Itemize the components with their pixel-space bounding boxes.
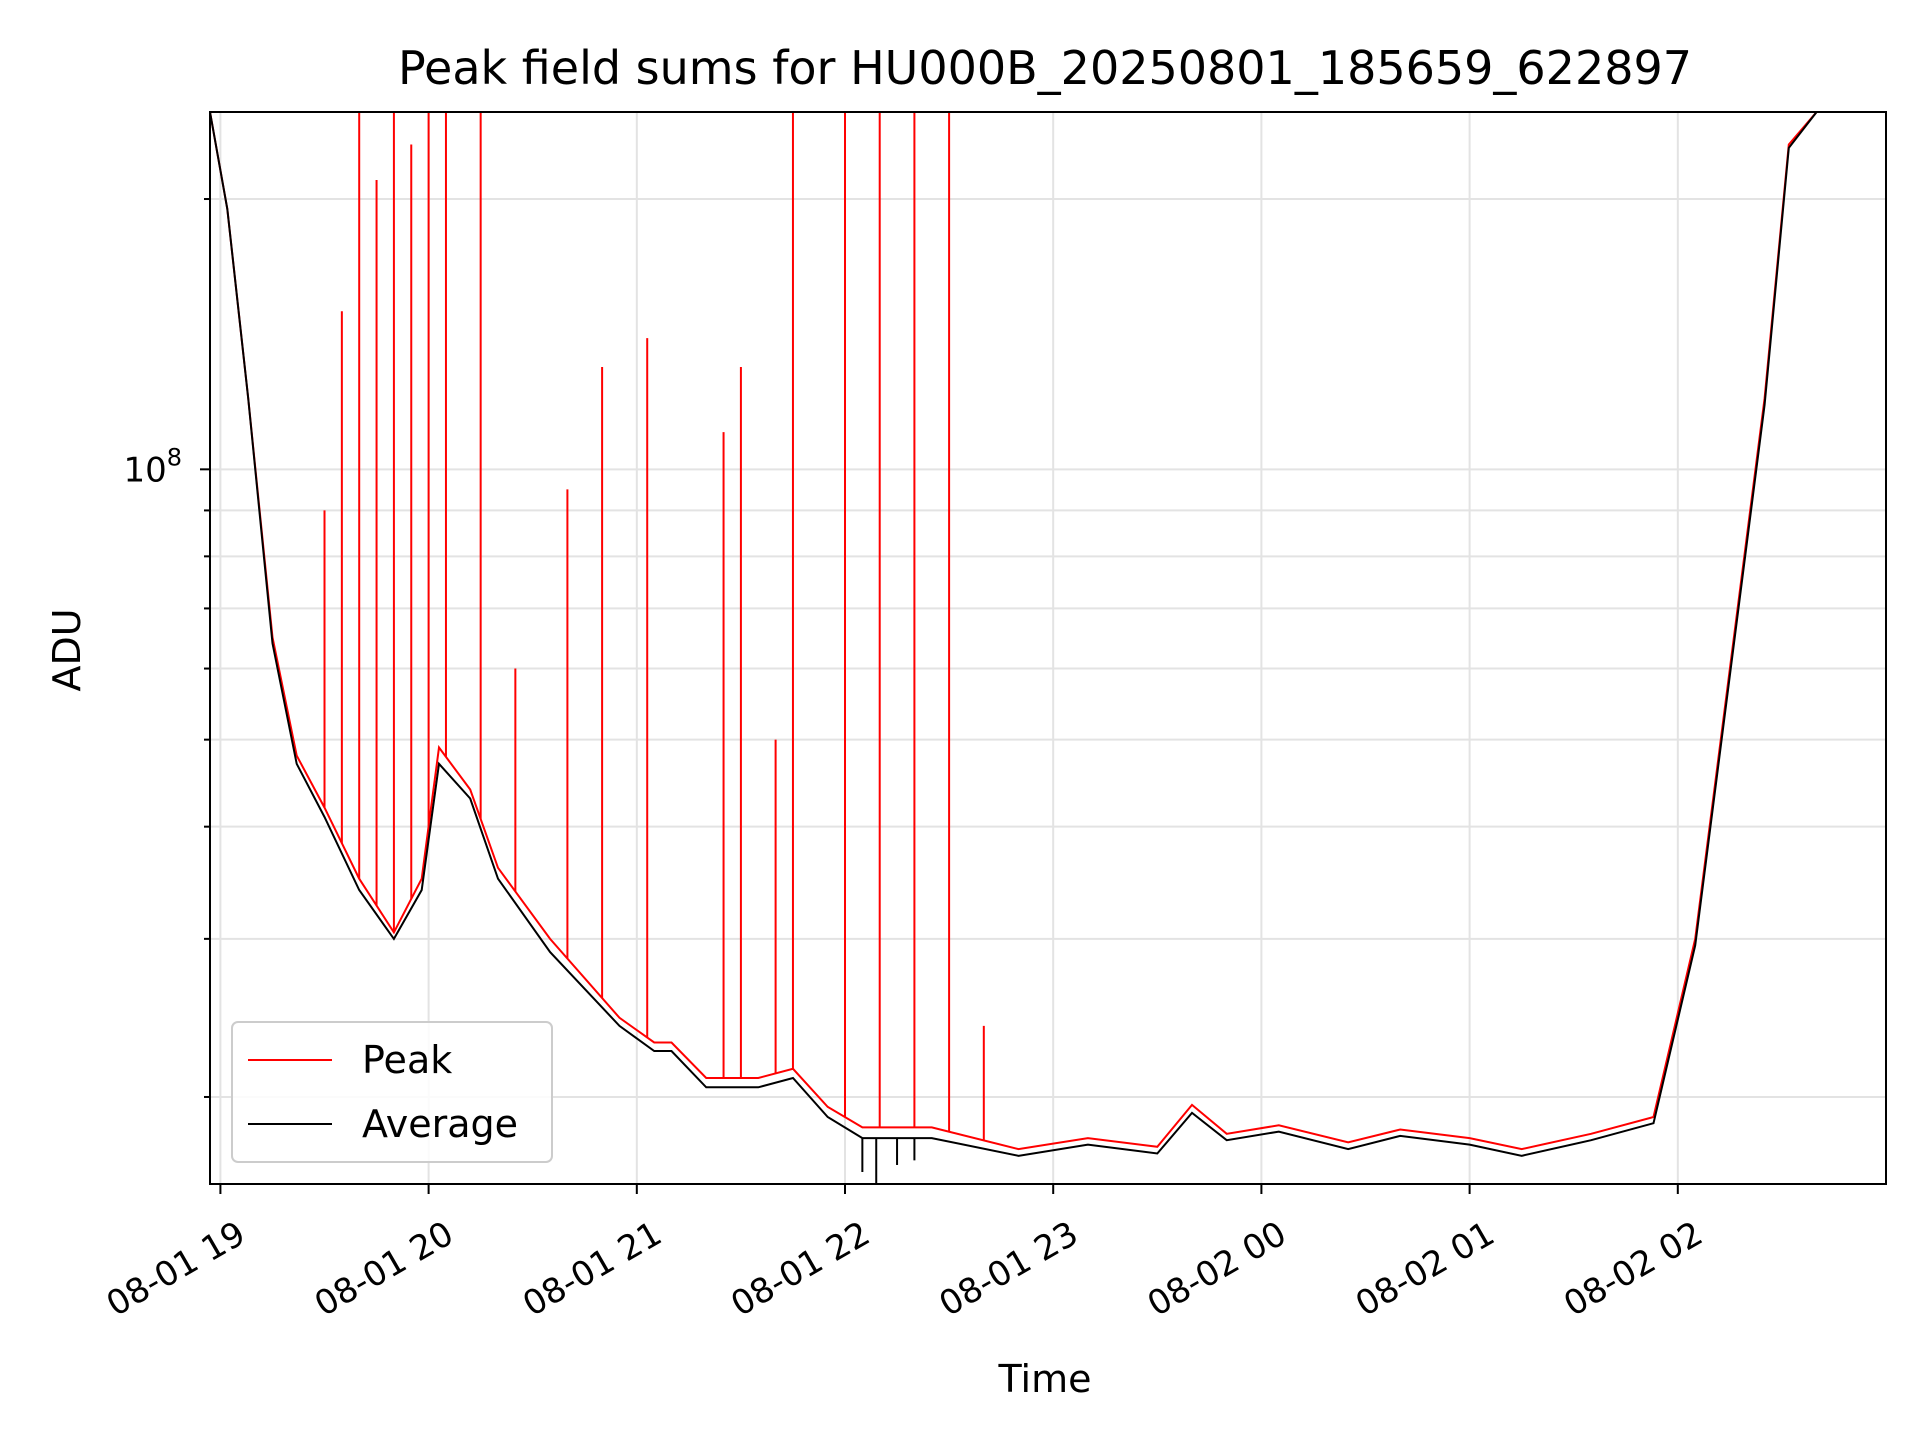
x-tick-label: 08-02 00: [1141, 1214, 1293, 1325]
x-tick-label: 08-01 19: [100, 1214, 252, 1325]
legend-box: [231, 1021, 553, 1163]
chart-title: Peak field sums for HU000B_20250801_1856…: [398, 41, 1692, 95]
grid-lines: [210, 112, 1886, 1184]
y-tick-base: 10: [123, 450, 166, 490]
series-line: [209, 111, 1886, 1157]
x-axis-label: Time: [998, 1357, 1092, 1401]
x-tick-label: 08-01 23: [933, 1214, 1085, 1325]
series-layer: [209, 111, 1886, 1184]
y-tick-label: 108: [123, 443, 182, 490]
x-tick-label: 08-02 02: [1557, 1214, 1709, 1325]
legend-label-peak: Peak: [362, 1038, 452, 1082]
series-average: [209, 111, 1886, 1184]
x-tick-label: 08-01 20: [308, 1214, 460, 1325]
series-line: [209, 111, 1886, 1151]
x-tick-label: 08-01 22: [724, 1214, 876, 1325]
legend-label-average: Average: [362, 1102, 518, 1146]
y-axis-label: ADU: [45, 608, 89, 691]
x-tick-label: 08-01 21: [516, 1214, 668, 1325]
x-tick-label: 08-02 01: [1349, 1214, 1501, 1325]
y-tick-exponent: 8: [167, 443, 182, 471]
series-peak: [209, 111, 1886, 1151]
plot-frame: [209, 111, 1887, 1185]
legend: Peak Average: [231, 1021, 553, 1163]
